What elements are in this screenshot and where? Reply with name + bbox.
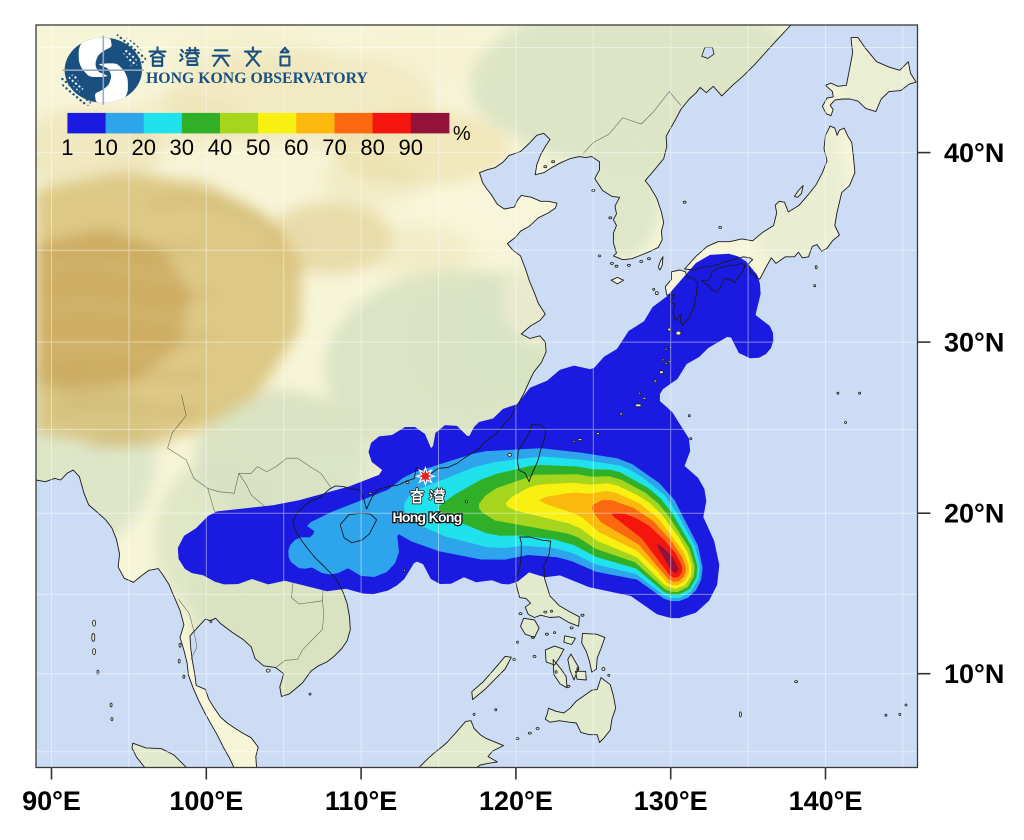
- svg-text:140°E: 140°E: [789, 786, 863, 816]
- svg-text:120°E: 120°E: [479, 786, 553, 816]
- svg-text:20: 20: [131, 135, 155, 160]
- svg-text:110°E: 110°E: [325, 786, 397, 816]
- svg-text:30°N: 30°N: [944, 328, 1004, 358]
- svg-text:70: 70: [322, 135, 346, 160]
- svg-text:HONG KONG OBSERVATORY: HONG KONG OBSERVATORY: [146, 70, 368, 87]
- svg-text:90°E: 90°E: [22, 786, 81, 816]
- svg-text:20°N: 20°N: [944, 499, 1004, 529]
- svg-text:60: 60: [284, 135, 308, 160]
- svg-text:50: 50: [246, 135, 270, 160]
- svg-text:80: 80: [360, 135, 384, 160]
- svg-text:10: 10: [93, 135, 117, 160]
- svg-text:%: %: [453, 123, 471, 145]
- svg-text:40: 40: [208, 135, 232, 160]
- svg-text:130°E: 130°E: [634, 786, 708, 816]
- svg-text:10°N: 10°N: [944, 659, 1004, 689]
- svg-text:1: 1: [61, 135, 73, 160]
- svg-text:Hong Kong: Hong Kong: [392, 509, 461, 525]
- svg-text:40°N: 40°N: [944, 138, 1004, 168]
- svg-text:100°E: 100°E: [169, 786, 243, 816]
- svg-text:30: 30: [170, 135, 194, 160]
- svg-text:90: 90: [399, 135, 423, 160]
